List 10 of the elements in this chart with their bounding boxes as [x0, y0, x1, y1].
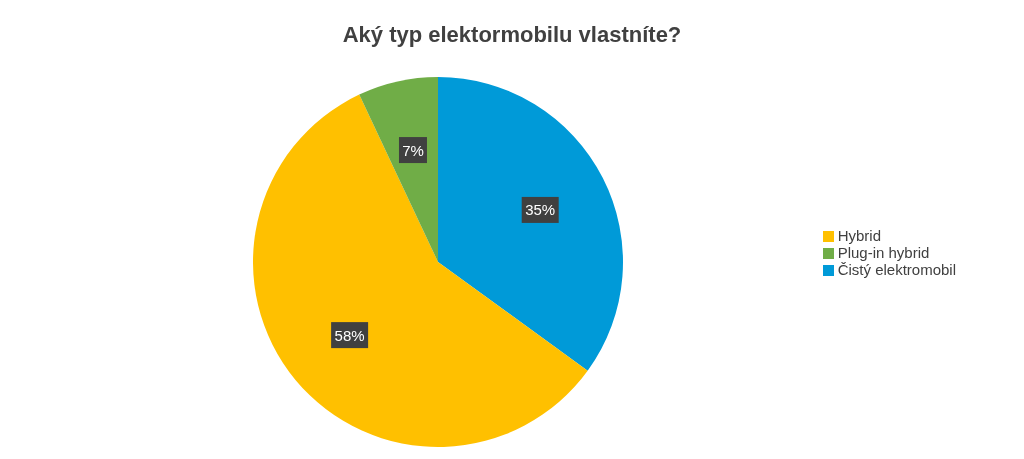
pie-slice [438, 77, 623, 371]
legend-label: Čistý elektromobil [837, 260, 956, 278]
chart-title: Aký typ elektormobilu vlastníte? [341, 21, 683, 49]
data-label: 58% [334, 326, 365, 344]
data-label: 35% [525, 201, 556, 219]
pie-slice [359, 77, 438, 262]
legend-label: Plug-in hybrid [837, 243, 930, 261]
data-label: 7% [402, 141, 424, 159]
pie-slice [253, 94, 588, 447]
legend-label: Hybrid [837, 226, 881, 244]
